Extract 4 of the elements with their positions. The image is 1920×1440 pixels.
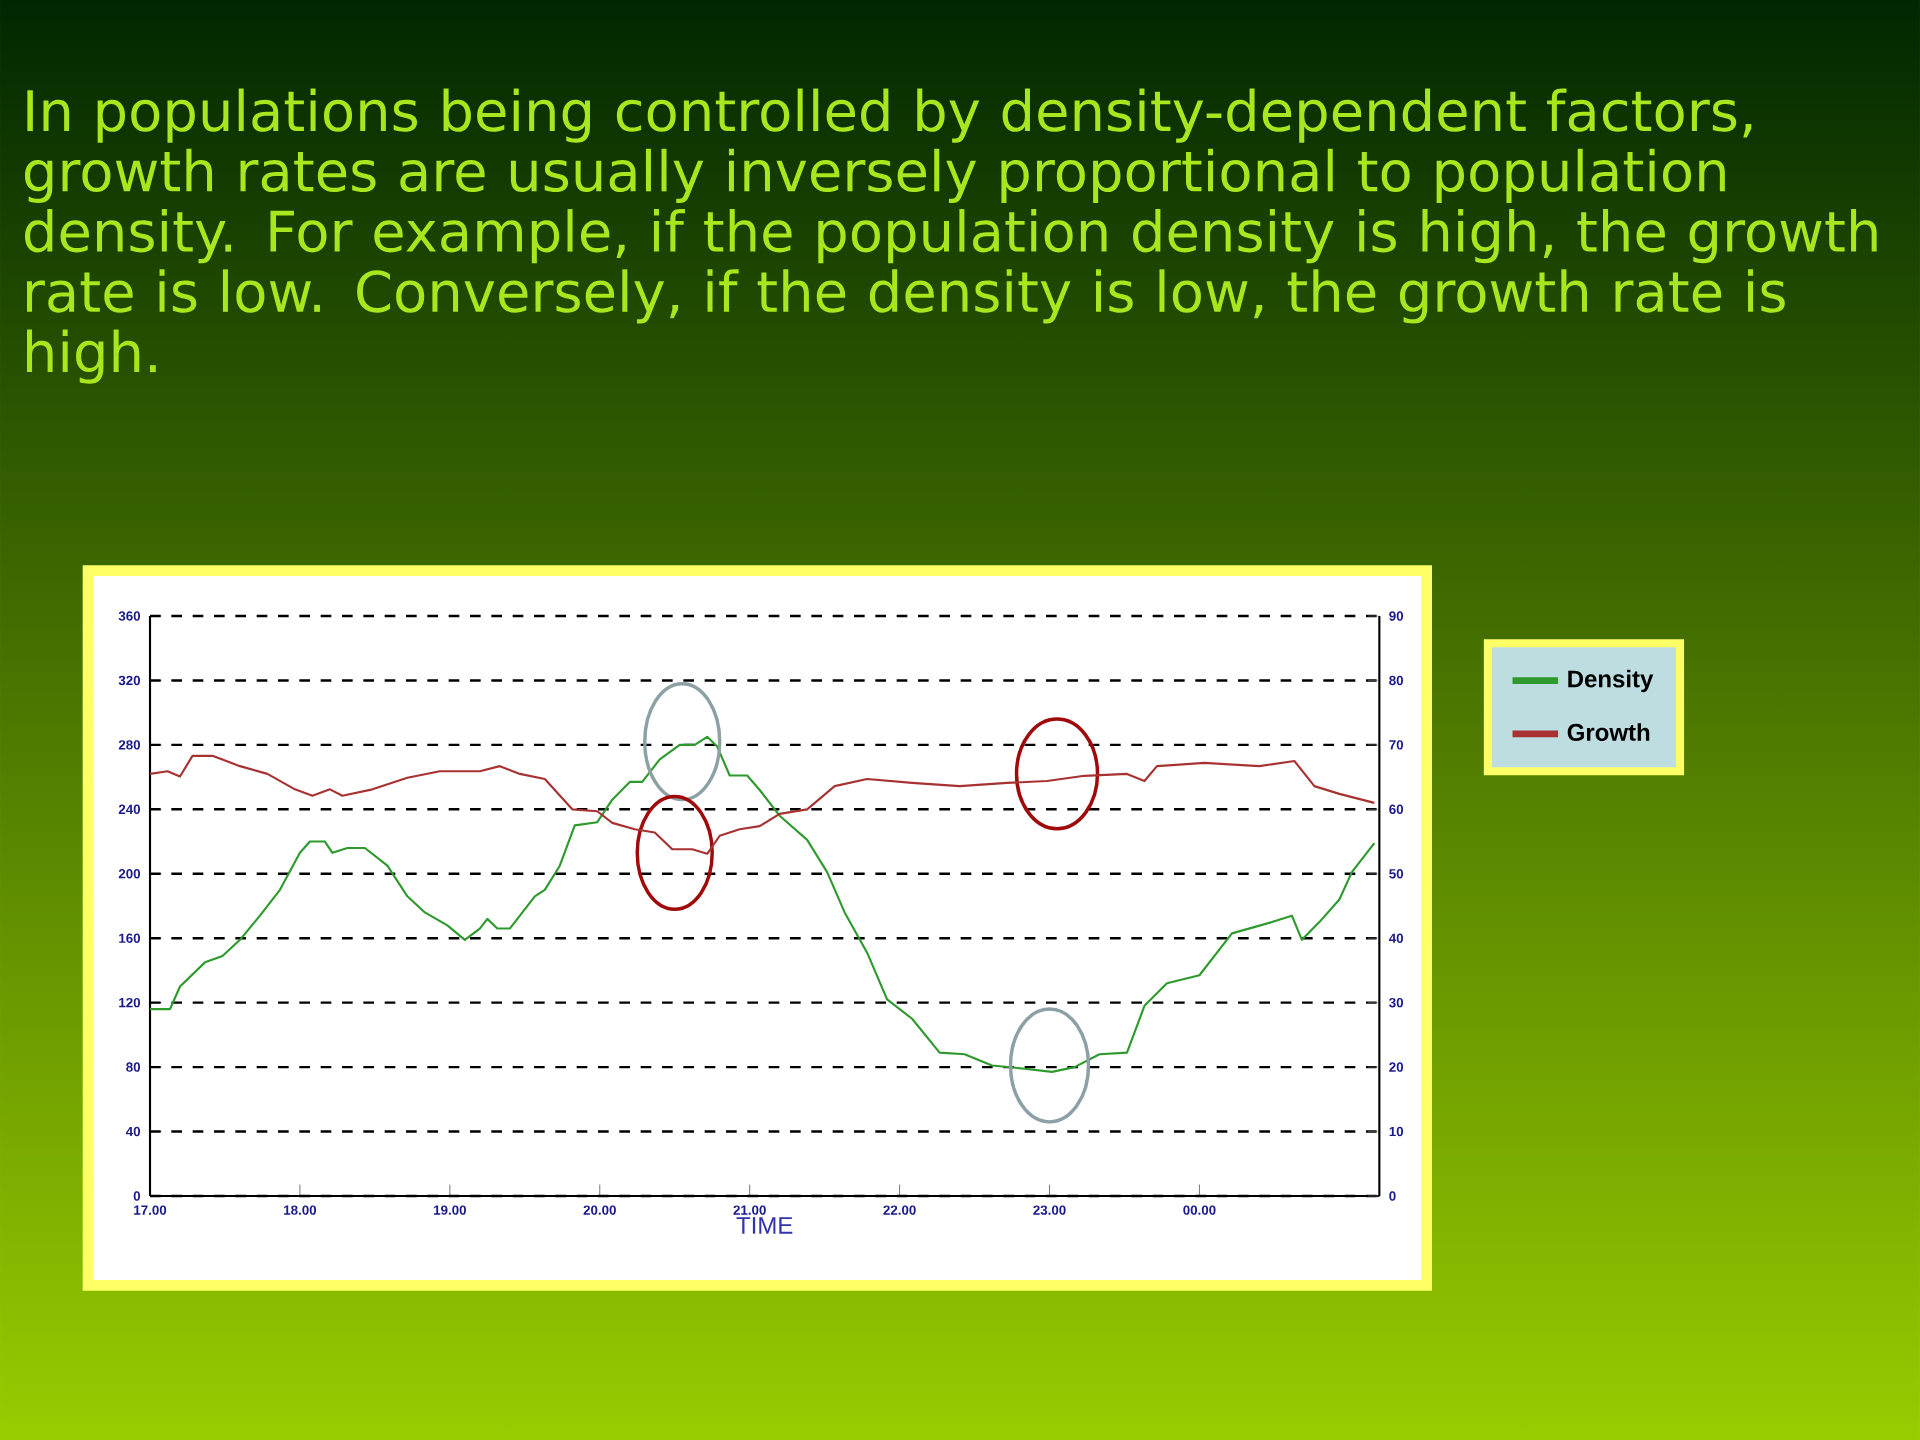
legend-label: Density — [1568, 669, 1654, 693]
legend-label: Growth — [1567, 723, 1650, 741]
x-axis-title: TIME — [736, 1217, 793, 1234]
chart-title: In populations being controlled by density-dependent factors, growth rates are usually inversely proportional to population density. For example, if the population density is high, the growth rate is low. Conversely, if the density is low, the growth rate is high. — [24, 88, 1877, 384]
